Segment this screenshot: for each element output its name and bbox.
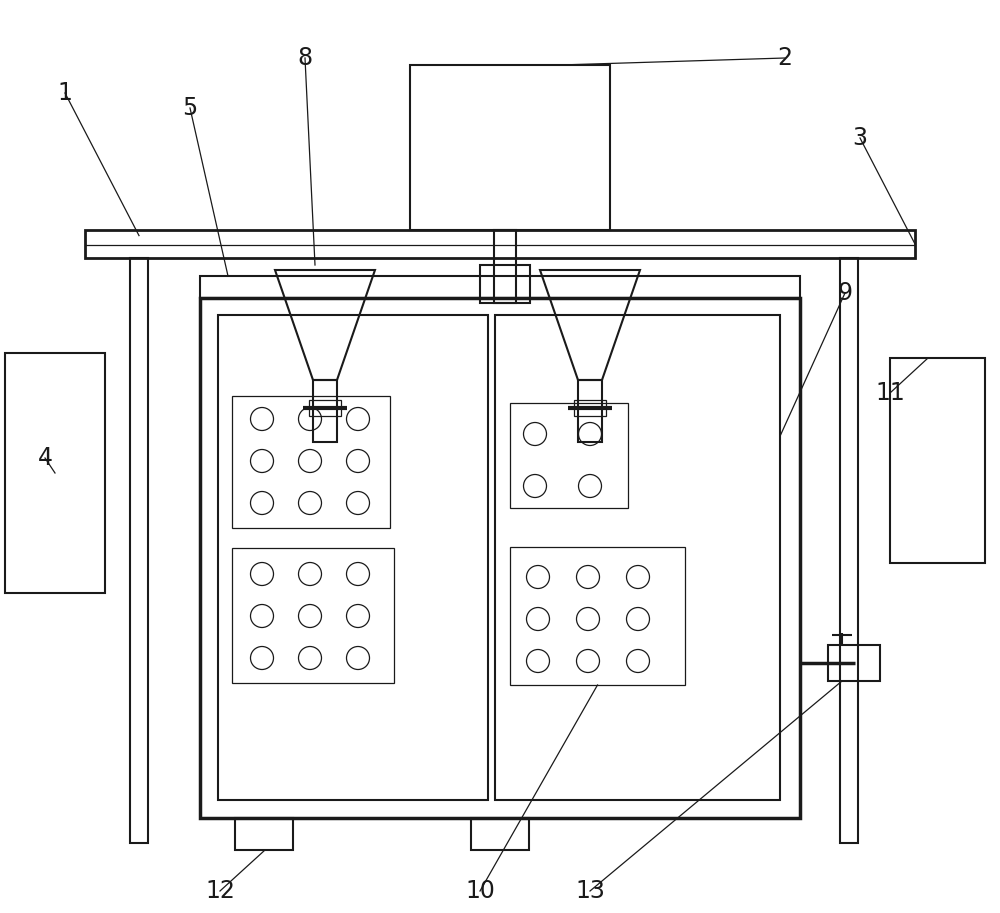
Text: 8: 8 (297, 46, 313, 70)
Bar (494, 230, 516, 303)
Bar (235, 818, 293, 850)
Text: 10: 10 (465, 879, 495, 903)
Text: 9: 9 (837, 281, 852, 305)
Bar (218, 315, 488, 800)
Bar (840, 258, 858, 843)
Bar (495, 315, 780, 800)
Text: 13: 13 (575, 879, 605, 903)
Bar (309, 400, 341, 416)
Bar (510, 403, 628, 508)
Bar (890, 358, 985, 563)
Text: 11: 11 (875, 381, 905, 405)
Bar (410, 65, 610, 230)
Bar (5, 353, 105, 593)
Text: 3: 3 (852, 126, 868, 150)
Text: 2: 2 (778, 46, 792, 70)
Bar (510, 547, 685, 685)
Text: 4: 4 (38, 446, 52, 470)
Bar (574, 400, 606, 416)
Text: 12: 12 (205, 879, 235, 903)
Bar (130, 258, 148, 843)
Bar (480, 265, 530, 303)
Bar (578, 380, 602, 442)
Bar (200, 276, 800, 298)
Text: 1: 1 (58, 81, 72, 105)
Bar (471, 818, 529, 850)
Bar (85, 230, 915, 258)
Bar (232, 548, 394, 683)
Text: 5: 5 (182, 96, 198, 120)
Bar (200, 298, 800, 818)
Bar (828, 645, 880, 681)
Bar (232, 396, 390, 528)
Bar (313, 380, 337, 442)
